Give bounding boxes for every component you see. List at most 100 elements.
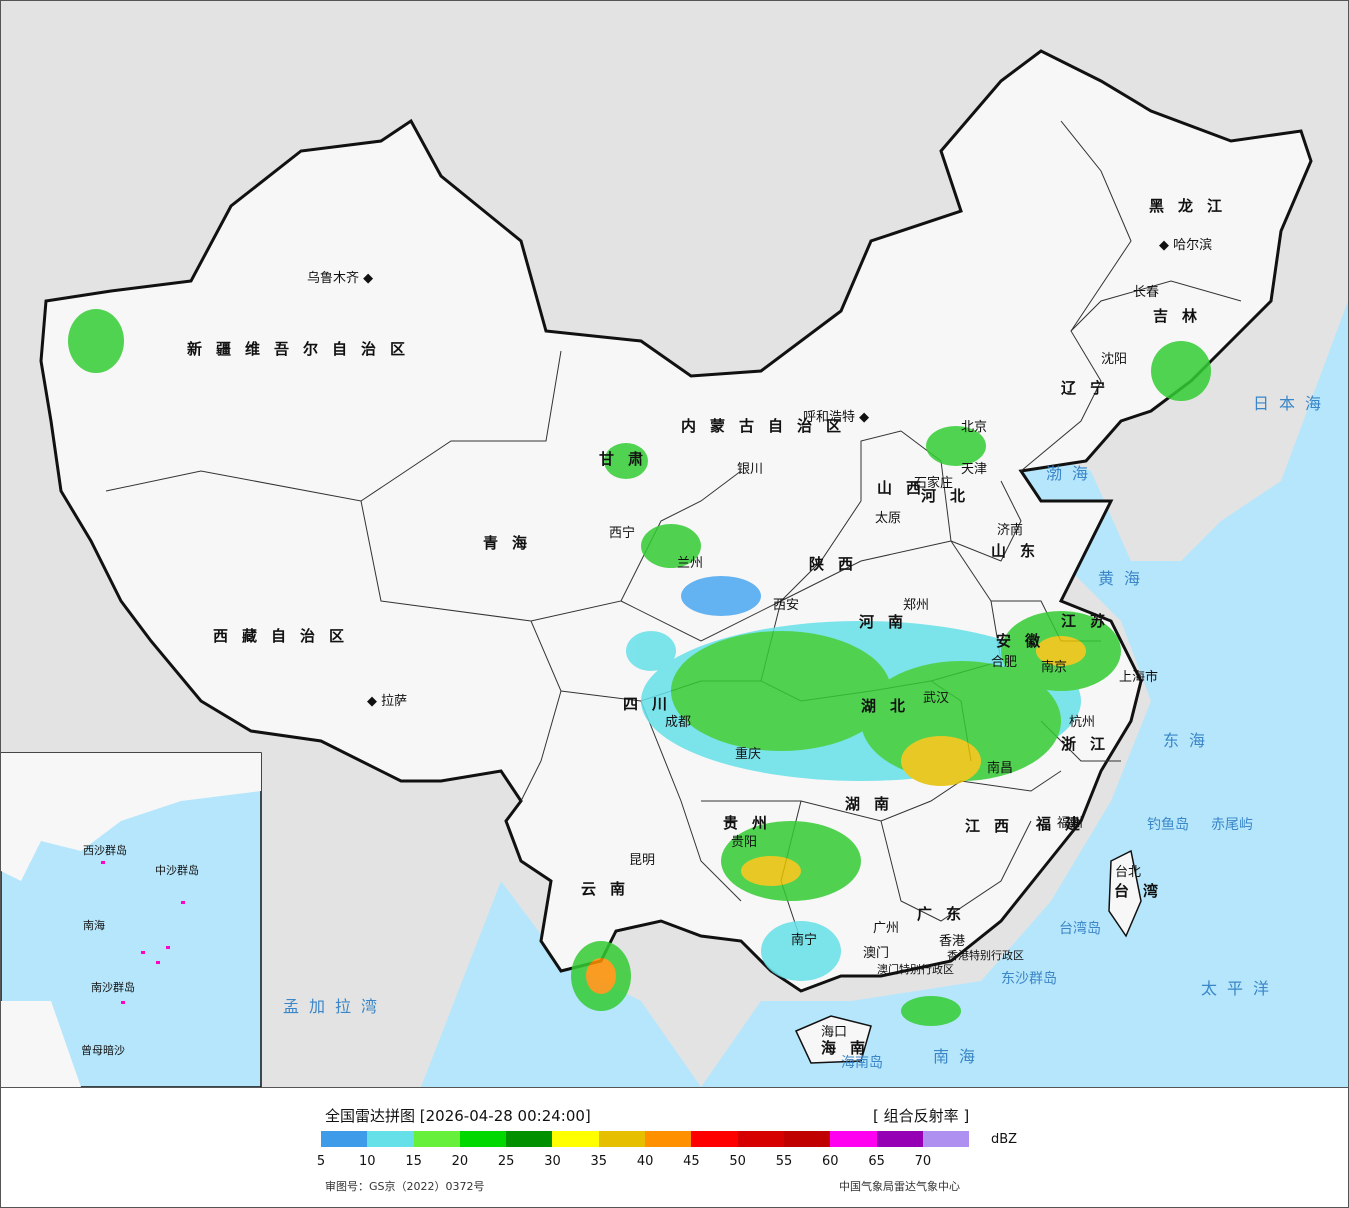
approval-number: 审图号：GS京（2022）0372号 <box>325 1180 485 1193</box>
city-label: 西宁 <box>609 525 635 541</box>
province-label: 黑龙江 <box>1149 197 1236 215</box>
tick-label: 30 <box>544 1154 561 1169</box>
province-label: 湖南 <box>845 795 903 813</box>
city-label: 呼和浩特 ◆ <box>803 410 869 425</box>
sea-label: 南海 <box>933 1047 985 1066</box>
island-label: 赤尾屿 <box>1211 817 1253 833</box>
sea-label: 太平洋 <box>1201 979 1279 998</box>
province-label: 陕西 <box>809 555 867 573</box>
sea-label: 黄海 <box>1098 569 1150 588</box>
unit-label: dBZ <box>991 1132 1018 1147</box>
city-label: 南昌 <box>987 760 1013 776</box>
city-label: 澳门 <box>863 945 889 961</box>
south-china-sea-inset <box>1 752 262 1087</box>
island-label: 东沙群岛 <box>1001 971 1057 987</box>
tick-label: 60 <box>822 1154 839 1169</box>
city-label: 西安 <box>773 598 799 613</box>
province-label: 新疆维吾尔自治区 <box>187 340 419 358</box>
inset-label: 西沙群岛 <box>83 843 127 857</box>
province-label: 云南 <box>581 880 639 898</box>
city-label: 广州 <box>873 921 899 936</box>
province-label: 浙江 <box>1061 735 1119 753</box>
city-label: 海口 <box>821 1025 847 1040</box>
color-swatch <box>645 1131 692 1147</box>
island-label: 钓鱼岛 <box>1147 816 1189 833</box>
city-label: 长春 <box>1133 285 1159 300</box>
city-label: 杭州 <box>1069 715 1095 730</box>
tick-label: 15 <box>405 1154 422 1169</box>
city-label: 武汉 <box>923 691 949 706</box>
color-swatch <box>691 1131 738 1147</box>
province-label: 山西 <box>877 479 935 497</box>
color-swatch <box>876 1131 923 1147</box>
island-label: 香港特别行政区 <box>947 948 1024 962</box>
color-swatch <box>783 1131 831 1147</box>
city-label: 银川 <box>737 462 763 477</box>
city-label: 台北 <box>1115 865 1141 880</box>
city-label: 福州 <box>1057 816 1083 831</box>
city-label: 天津 <box>961 462 987 477</box>
city-label: 贵阳 <box>731 835 757 850</box>
color-swatch <box>922 1131 970 1147</box>
province-label: 海南 <box>821 1039 879 1057</box>
province-label: 西藏自治区 <box>213 627 358 645</box>
color-swatch <box>737 1131 784 1147</box>
color-swatch <box>413 1131 460 1147</box>
tick-label: 5 <box>316 1154 326 1169</box>
city-label: 济南 <box>997 522 1023 538</box>
source-label: 中国气象局雷达气象中心 <box>839 1180 960 1193</box>
sea-label: 孟加拉湾 <box>283 997 387 1016</box>
inset-label: 中沙群岛 <box>155 863 199 877</box>
color-swatch <box>830 1131 877 1147</box>
city-label: 乌鲁木齐 ◆ <box>307 270 373 286</box>
province-label: 河北 <box>921 487 979 505</box>
city-label: 昆明 <box>629 853 655 868</box>
tick-label: 50 <box>729 1154 746 1169</box>
province-label: 河南 <box>859 613 917 631</box>
province-label: 台湾 <box>1114 882 1172 900</box>
color-scale <box>321 1131 970 1147</box>
sea-label: 渤海 <box>1046 464 1098 483</box>
island-label: 台湾岛 <box>1059 920 1101 937</box>
province-label: 安徽 <box>996 632 1054 650</box>
tick-label: 20 <box>451 1154 469 1169</box>
province-label: 山东 <box>991 542 1049 560</box>
province-label: 湖北 <box>861 697 919 715</box>
city-label: 成都 <box>665 715 691 730</box>
province-label: 广东 <box>917 905 975 923</box>
radar-map[interactable]: 黑龙江 吉林 辽宁 内蒙古自治区 新疆维吾尔自治区 西藏自治区 青海 甘肃 陕西… <box>0 0 1349 1088</box>
tick-label: 25 <box>497 1154 515 1169</box>
sea-label: 日本海 <box>1253 394 1331 413</box>
tick-label: 35 <box>590 1154 608 1169</box>
province-label: 福建 <box>1035 815 1094 833</box>
province-label: 四川 <box>623 695 681 713</box>
city-label: 郑州 <box>903 598 929 613</box>
inset-label: 南海 <box>83 918 105 932</box>
city-label: 南宁 <box>791 932 817 948</box>
island-label: 澳门特别行政区 <box>877 962 954 976</box>
tick-label: 65 <box>868 1154 885 1169</box>
color-swatch <box>598 1131 646 1147</box>
city-label: 香港 <box>939 934 965 949</box>
city-label: 重庆 <box>735 746 761 762</box>
city-label: 北京 <box>961 420 987 435</box>
tick-label: 70 <box>914 1154 932 1169</box>
city-label: ◆ 哈尔滨 <box>1159 237 1212 253</box>
city-label: 合肥 <box>991 655 1017 670</box>
color-swatch <box>367 1131 414 1147</box>
tick-label: 55 <box>775 1154 793 1169</box>
color-swatch <box>321 1131 368 1147</box>
product-name: [ 组合反射率 ] <box>873 1107 970 1125</box>
city-label: 沈阳 <box>1101 352 1127 367</box>
inset-label: 南沙群岛 <box>91 980 135 994</box>
color-swatch <box>459 1131 507 1147</box>
color-scale-ticks: 5 10 15 20 25 30 35 40 45 50 55 60 65 70 <box>317 1154 1021 1172</box>
tick-label: 45 <box>683 1154 700 1169</box>
province-label: 江苏 <box>1061 612 1119 630</box>
color-swatch <box>552 1131 599 1147</box>
province-label: 内蒙古自治区 <box>681 417 855 435</box>
sea-label: 东海 <box>1163 731 1215 750</box>
province-label: 贵州 <box>723 814 781 832</box>
legend-panel: 全国雷达拼图 [2026-04-28 00:24:00] [ 组合反射率 ] 5… <box>0 1088 1349 1208</box>
city-label: 石家庄 <box>914 475 953 491</box>
